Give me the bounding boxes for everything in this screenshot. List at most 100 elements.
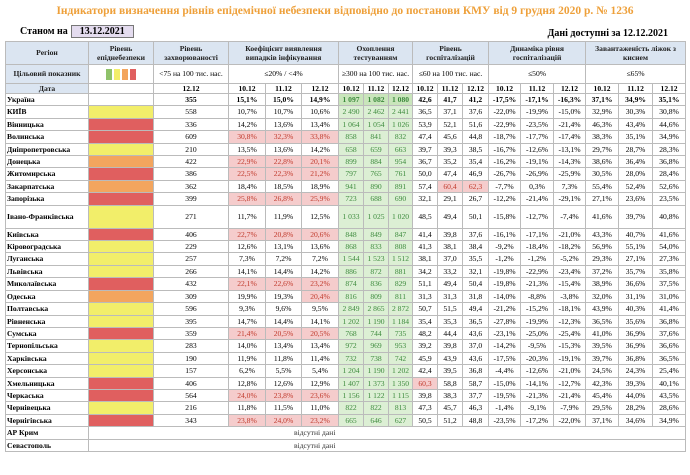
beds-value: 37,2% <box>585 264 620 279</box>
testing-value: 1 156 <box>338 388 365 403</box>
level-indicator <box>88 277 154 291</box>
testing-value: 1 407 <box>338 376 365 390</box>
dynamics-value: -16,3% <box>553 92 587 107</box>
dynamics-value: -7,4% <box>553 204 587 229</box>
region-name: АР Крим <box>5 426 89 440</box>
table-row: Миколаївська 432 22,1% 22,6% 23,2% 874 836 829 5… <box>5 277 687 291</box>
dynamics-value: -20,3% <box>520 351 555 366</box>
beds-value: 45,4% <box>585 388 620 403</box>
table-row: Сумська 359 21,4% 20,5% 20,5% 768 744 735 48,2 44… <box>5 326 687 341</box>
beds-value: 28,7% <box>618 142 654 157</box>
level-indicator <box>88 388 154 403</box>
dynamics-value: -25,0% <box>520 326 555 341</box>
beds-value: 35,7% <box>618 264 654 279</box>
testing-value: 1 202 <box>388 364 414 378</box>
dynamics-value: -13,1% <box>553 142 587 157</box>
dynamics-value: -21,3% <box>520 388 555 403</box>
hosp-value: 41,2 <box>462 92 490 107</box>
dynamics-value: -16,7% <box>488 142 522 157</box>
region-name: Чернігівська <box>5 413 89 428</box>
dynamics-value: -21,0% <box>553 227 587 242</box>
table-row: Тернопільська 283 14,0% 13,4% 13,4% 972 969 953… <box>5 339 687 353</box>
region-name: Харківська <box>5 351 89 366</box>
testing-value: 2 872 <box>388 302 414 316</box>
testing-value: 690 <box>388 192 414 206</box>
coef-value: 22,9% <box>228 155 266 169</box>
date-row: Дата 12.12 10.12 11.12 12.12 10.12 11.12 12.1… <box>5 83 687 94</box>
testing-value: 809 <box>363 289 390 304</box>
hosp-value: 41,7 <box>437 92 464 107</box>
header-dynamics: Динаміка рівня госпіталізацій <box>488 41 587 65</box>
coef-value: 13,4% <box>300 339 340 353</box>
coef-value: 11,9% <box>265 204 302 229</box>
hosp-value: 45,7 <box>437 401 464 415</box>
level-indicator <box>88 105 154 119</box>
hosp-value: 43,9 <box>437 351 464 366</box>
beds-value: 29,3% <box>585 252 620 266</box>
target-testing: ≥300 на 100 тис. нас. <box>338 64 414 84</box>
beds-value: 52,6% <box>652 179 687 194</box>
region-name: Луганська <box>5 252 89 266</box>
incidence-value: 271 <box>153 204 229 229</box>
testing-value: 954 <box>388 155 414 169</box>
testing-value: 2 462 <box>363 105 390 119</box>
level-legend <box>88 64 154 84</box>
hosp-value: 38,3 <box>437 388 464 403</box>
coef-value: 14,1% <box>228 264 266 279</box>
coef-value: 13,5% <box>228 142 266 157</box>
beds-value: 36,5% <box>652 351 687 366</box>
hosp-value: 50,0 <box>412 167 439 181</box>
dynamics-value: -19,1% <box>520 155 555 169</box>
dynamics-value: -19,1% <box>553 351 587 366</box>
hosp-value: 53,9 <box>412 117 439 132</box>
coef-value: 14,2% <box>300 142 340 157</box>
dynamics-value: -21,4% <box>553 388 587 403</box>
as-of: Станом на 13.12.2021 <box>20 25 134 38</box>
hosp-value: 49,4 <box>462 302 490 316</box>
testing-value: 969 <box>363 339 390 353</box>
dynamics-value: -23,5% <box>520 117 555 132</box>
dynamics-value: 0,3% <box>520 179 555 194</box>
hosp-value: 44,8 <box>462 130 490 144</box>
dynamics-value: -15,2% <box>520 302 555 316</box>
coef-value: 23,6% <box>300 388 340 403</box>
dynamics-value: -23,1% <box>488 326 522 341</box>
beds-value: 40,1% <box>652 376 687 390</box>
testing-value: 890 <box>363 179 390 194</box>
testing-value: 1 190 <box>363 314 390 328</box>
header-coef: Коефіцієнт виявлення випадків інфікуванн… <box>227 41 340 65</box>
beds-value: 44,0% <box>618 388 654 403</box>
hosp-value: 39,8 <box>412 388 439 403</box>
header-row: Регіон Рівень епіднебезпеки Рівень захво… <box>5 41 687 65</box>
hosp-value: 51,6 <box>462 117 490 132</box>
coef-value: 20,5% <box>265 326 302 341</box>
region-name: КИЇВ <box>5 105 89 119</box>
region-name: Миколаївська <box>5 277 89 291</box>
dynamics-value: -23,5% <box>488 413 522 428</box>
coef-value: 5,4% <box>300 364 340 378</box>
dynamics-value: -21,2% <box>488 302 522 316</box>
hosp-value: 37,7 <box>462 388 490 403</box>
hosp-value: 39,7 <box>412 142 439 157</box>
hosp-value: 38,5 <box>462 142 490 157</box>
level-indicator <box>88 92 154 107</box>
coef-value: 10,6% <box>300 105 340 119</box>
testing-value: 1 097 <box>338 92 365 107</box>
table-row: Черкаська 564 24,0% 23,8% 23,6% 1 156 1 122 1 1… <box>5 388 687 403</box>
dynamics-value: -12,7% <box>553 376 587 390</box>
testing-value: 732 <box>338 351 365 366</box>
hosp-value: 43,6 <box>462 326 490 341</box>
beds-value: 35,1% <box>652 92 687 107</box>
coef-value: 11,5% <box>265 401 302 415</box>
testing-value: 688 <box>363 192 390 206</box>
date-cell: 10.12 <box>228 83 266 94</box>
level-indicator <box>88 376 154 390</box>
coef-value: 13,6% <box>265 117 302 132</box>
coef-value: 13,4% <box>300 117 340 132</box>
coef-value: 13,6% <box>265 142 302 157</box>
coef-value: 12,9% <box>300 376 340 390</box>
testing-value: 658 <box>338 142 365 157</box>
dynamics-value: -23,4% <box>553 264 587 279</box>
coef-value: 33,8% <box>300 130 340 144</box>
table-row-nodata: Севастополь відсутні дані <box>5 438 687 452</box>
